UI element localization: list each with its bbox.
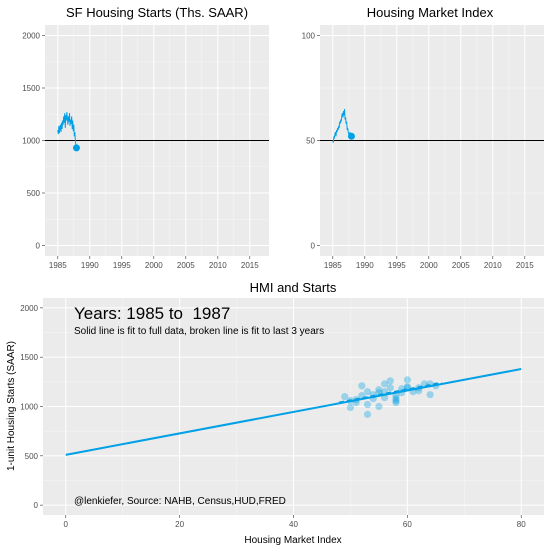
years-annotation: Years: 1985 to 1987 [74,304,230,323]
scatter-point [358,382,366,390]
scatter-y-axis-label: 1-unit Housing Starts (SAAR) [6,341,17,471]
hmi-ticks: 1985 1990 1995 2000 2005 2010 2015 0 50 100 [302,32,535,271]
y-tick-label: 500 [25,452,39,461]
x-tick-label: 2010 [209,261,227,270]
x-tick-label: 60 [403,520,412,529]
y-tick-label: 500 [27,189,41,198]
housing-starts-series-line [57,112,77,148]
x-tick-label: 1985 [49,261,67,270]
source-caption: @lenkiefer, Source: NAHB, Census,HUD,FRE… [74,496,286,507]
y-tick-label: 2000 [22,32,40,41]
scatter-point [426,391,434,399]
x-tick-label: 80 [517,520,526,529]
x-tick-label: 1990 [356,261,374,270]
x-tick-label: 1995 [388,261,406,270]
y-tick-label: 2000 [20,304,38,313]
x-tick-label: 2005 [452,261,470,270]
scatter-point [403,383,411,391]
y-tick-label: 0 [34,501,39,510]
scatter-x-axis-label: Housing Market Index [244,535,341,546]
y-tick-label: 1500 [20,353,38,362]
fit-line-last-3-years [338,381,442,404]
y-tick-label: 0 [311,242,316,251]
x-tick-label: 40 [289,520,298,529]
housing-starts-ticks: 1985 1990 1995 2000 2005 2010 2015 0 500 1000 1500… [22,32,259,271]
scatter-panel: 0 20 40 60 80 0 500 1000 1500 2000 Years: 1985 to… [20,298,544,529]
scatter-point [392,395,400,403]
housing-starts-last-point [72,144,80,152]
y-tick-label: 100 [302,32,316,41]
x-tick-label: 2010 [484,261,502,270]
scatter-point [375,402,383,411]
y-tick-label: 0 [36,242,41,251]
scatter-point [363,400,372,409]
y-tick-label: 50 [306,137,315,146]
scatter-point [363,410,372,418]
x-tick-label: 0 [64,520,69,529]
hmi-title: Housing Market Index [367,5,494,20]
scatter-point [386,377,394,385]
y-tick-label: 1000 [20,403,38,412]
scatter-point [386,384,394,392]
housing-starts-panel: 1985 1990 1995 2000 2005 2010 2015 0 500 1000 1500… [22,25,269,270]
scatter-point [375,386,383,394]
x-tick-label: 1985 [324,261,342,270]
hmi-series-line [332,108,352,143]
scatter-point [363,388,372,396]
scatter-point [392,396,400,405]
scatter-ticks: 0 20 40 60 80 0 500 1000 1500 2000 [20,304,526,529]
scatter-point [346,403,355,412]
y-tick-label: 1000 [22,137,40,146]
hmi-panel: 1985 1990 1995 2000 2005 2010 2015 0 50 100 [302,25,544,270]
fit-line-full-data [65,368,522,456]
x-tick-label: 2000 [420,261,438,270]
x-tick-label: 1995 [113,261,131,270]
scatter-grid [43,298,544,515]
fit-note-annotation: Solid line is fit to full data, broken l… [74,326,324,337]
x-tick-label: 2015 [241,261,259,270]
scatter-point [392,398,400,407]
housing-starts-title: SF Housing Starts (Ths. SAAR) [66,5,248,20]
x-tick-label: 2015 [516,261,534,270]
y-tick-label: 1500 [22,84,40,93]
scatter-title: HMI and Starts [250,280,337,295]
scatter-point [341,393,349,401]
x-tick-label: 2005 [177,261,195,270]
x-tick-label: 20 [175,520,184,529]
hmi-last-point [347,132,355,140]
x-tick-label: 1990 [81,261,99,270]
x-tick-label: 2000 [145,261,163,270]
scatter-point [403,376,411,384]
scatter-point [380,380,389,388]
